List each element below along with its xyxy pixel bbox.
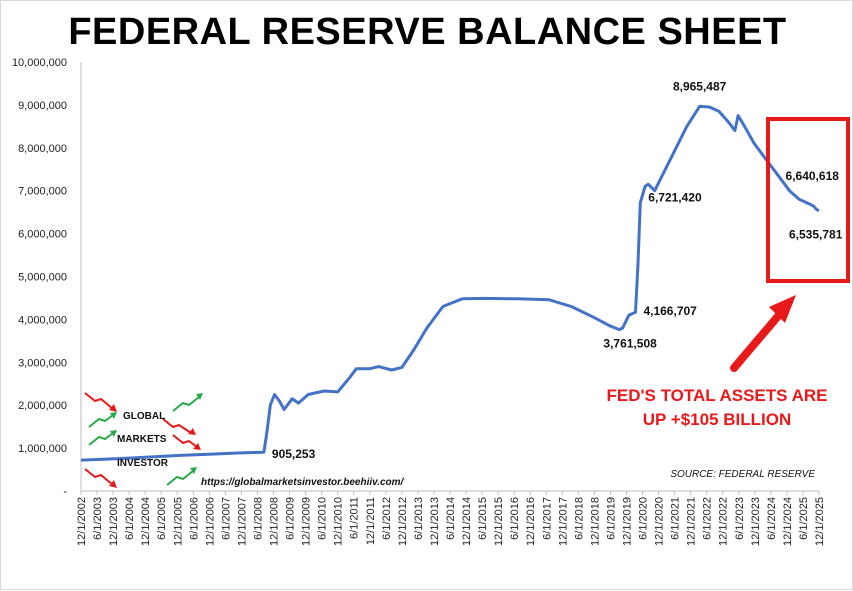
annotation-label: 905,253 [272, 447, 316, 461]
x-tick-label: 6/1/2010 [317, 497, 329, 540]
annotations: 905,253 3,761,508 4,166,707 6,721,420 8,965,… [272, 79, 843, 461]
x-tick-label: 6/1/2009 [285, 497, 297, 540]
annotation-label: 6,640,618 [786, 169, 840, 183]
logo-arrow-down-icon-4 [172, 434, 201, 450]
y-axis: - 1,000,000 2,000,000 3,000,000 4,000,000 5,0… [12, 57, 82, 498]
x-tick-label: 12/1/2017 [557, 497, 569, 546]
annotation-label: 6,721,420 [648, 191, 702, 205]
x-tick-label: 12/1/2020 [654, 497, 666, 546]
x-tick-label: 6/1/2020 [638, 497, 650, 540]
x-tick-label: 12/1/2016 [525, 497, 537, 546]
y-tick-label: 5,000,000 [18, 272, 67, 284]
x-tick-label: 6/1/2023 [734, 497, 746, 540]
highlight-box [766, 117, 850, 283]
x-tick-label: 6/1/2005 [156, 497, 168, 540]
x-tick-label: 12/1/2015 [493, 497, 505, 546]
x-tick-label: 6/1/2021 [670, 497, 682, 540]
x-tick-label: 6/1/2025 [798, 497, 810, 540]
y-tick-label: 7,000,000 [18, 186, 67, 198]
chart-title: FEDERAL RESERVE BALANCE SHEET [68, 11, 787, 53]
x-tick-label: 6/1/2004 [124, 497, 136, 540]
logo-arrow-up-icon [88, 412, 117, 428]
logo-arrow-down-icon-2 [84, 468, 117, 488]
x-tick-label: 6/1/2022 [702, 497, 714, 540]
logo-arrow-down-icon-3 [162, 418, 196, 435]
x-tick-label: 6/1/2008 [252, 497, 264, 540]
x-tick-label: 6/1/2016 [509, 497, 521, 540]
x-tick-label: 12/1/2024 [782, 497, 794, 546]
x-tick-label: 6/1/2015 [477, 497, 489, 540]
callout-line-1: FED'S TOTAL ASSETS ARE [607, 386, 828, 405]
x-tick-label: 12/1/2014 [461, 497, 473, 546]
x-tick-label: 6/1/2013 [413, 497, 425, 540]
y-tick-label: 9,000,000 [18, 100, 67, 112]
annotation-label: 4,166,707 [643, 304, 697, 318]
x-tick-label: 12/1/2023 [750, 497, 762, 546]
logo-arrow-up-icon-2 [88, 430, 117, 446]
x-tick-label: 12/1/2010 [333, 497, 345, 546]
x-tick-label: 12/1/2011 [365, 497, 377, 545]
red-arrow-icon [730, 295, 796, 372]
source-url: https://globalmarketsinvestor.beehiiv.co… [201, 477, 405, 488]
logo-text-global: GLOBAL [123, 411, 165, 422]
callout-line-2: UP +$105 BILLION [643, 410, 792, 429]
x-tick-label: 6/1/2007 [220, 497, 232, 540]
source-label: SOURCE: FEDERAL RESERVE [670, 469, 815, 480]
x-tick-label: 12/1/2025 [814, 497, 826, 546]
logo-text-investor: INVESTOR [117, 458, 169, 469]
x-tick-label: 12/1/2003 [108, 497, 120, 546]
x-tick-label: 6/1/2024 [766, 497, 778, 540]
annotation-label: 6,535,781 [789, 228, 843, 242]
x-tick-label: 12/1/2021 [686, 497, 698, 546]
x-tick-label: 6/1/2011 [349, 497, 361, 539]
x-tick-label: 6/1/2003 [92, 497, 104, 540]
x-tick-label: 12/1/2012 [397, 497, 409, 546]
logo-text-markets: MARKETS [117, 434, 167, 445]
y-tick-label: 8,000,000 [18, 143, 67, 155]
y-tick-label: 2,000,000 [18, 400, 67, 412]
x-tick-label: 12/1/2022 [718, 497, 730, 546]
y-tick-label: 10,000,000 [12, 57, 67, 69]
x-tick-label: 6/1/2006 [188, 497, 200, 540]
x-tick-label: 6/1/2012 [381, 497, 393, 540]
y-tick-label: - [63, 486, 67, 498]
x-tick-label: 12/1/2013 [429, 497, 441, 546]
x-tick-label: 12/1/2019 [621, 497, 633, 546]
y-tick-label: 1,000,000 [18, 443, 67, 455]
logo: GLOBAL MARKETS INVESTOR [84, 392, 203, 488]
x-tick-label: 12/1/2007 [236, 497, 248, 546]
logo-arrow-up-icon-3 [172, 393, 203, 412]
x-tick-label: 12/1/2006 [204, 497, 216, 546]
series-line [80, 104, 820, 462]
y-tick-label: 4,000,000 [18, 314, 67, 326]
plot-series [80, 104, 820, 462]
annotation-label: 8,965,487 [673, 79, 727, 93]
x-tick-label: 6/1/2017 [541, 497, 553, 540]
x-tick-label: 6/1/2014 [445, 497, 457, 540]
x-tick-label: 12/1/2018 [589, 497, 601, 546]
x-tick-label: 12/1/2004 [140, 497, 152, 546]
x-tick-label: 12/1/2008 [269, 497, 281, 546]
x-tick-label: 6/1/2018 [573, 497, 585, 540]
x-tick-label: 12/1/2002 [76, 497, 88, 546]
y-tick-label: 3,000,000 [18, 357, 67, 369]
x-tick-label: 6/1/2019 [605, 497, 617, 540]
x-tick-label: 12/1/2009 [301, 497, 313, 546]
y-tick-label: 6,000,000 [18, 229, 67, 241]
x-tick-label: 12/1/2005 [172, 497, 184, 546]
logo-arrow-down-icon [84, 392, 117, 412]
logo-arrow-up-icon-4 [166, 467, 197, 486]
annotation-label: 3,761,508 [603, 337, 657, 351]
x-axis: 12/1/2002 6/1/2003 12/1/2003 6/1/2004 12/1/2… [76, 490, 826, 546]
